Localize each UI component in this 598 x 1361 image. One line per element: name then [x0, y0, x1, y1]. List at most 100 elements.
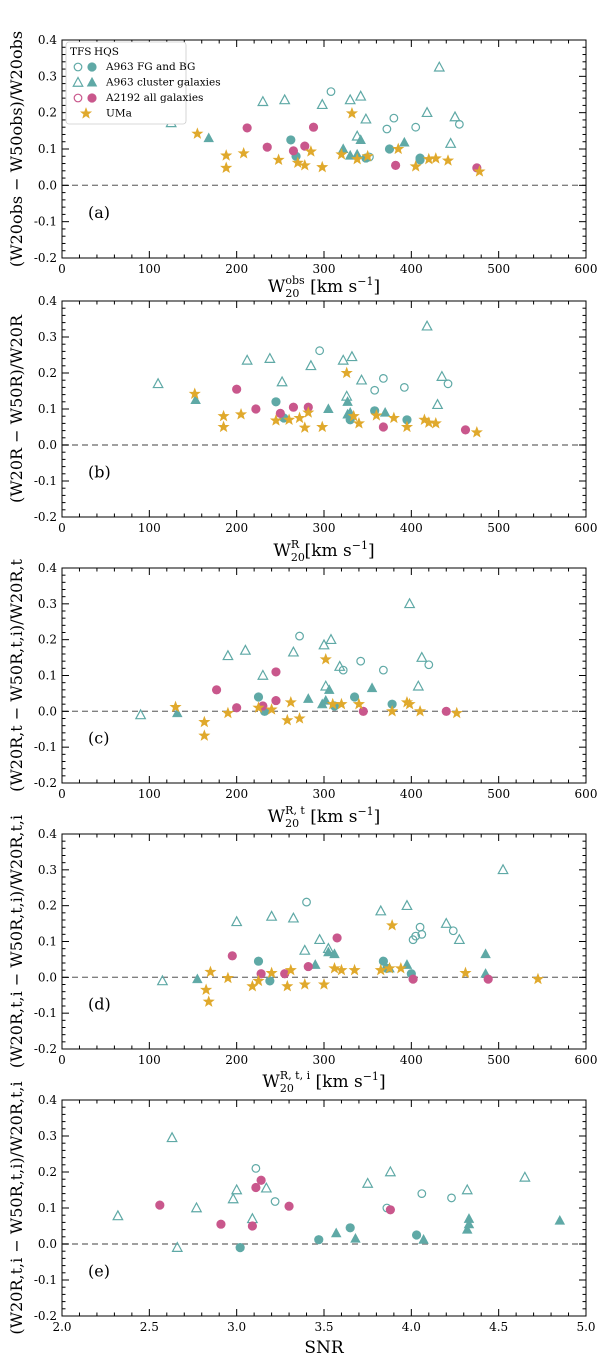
data-point-tfs	[421, 106, 433, 118]
data-point-hqs	[335, 148, 348, 160]
series-uma	[191, 107, 486, 177]
data-point-hqs	[316, 420, 329, 433]
y-tick-label: -0.1	[34, 740, 57, 754]
data-point-tfs	[227, 1192, 239, 1204]
data-point-tfs	[313, 933, 326, 945]
data-point-hqs	[220, 161, 233, 174]
data-point-hqs	[340, 366, 353, 379]
y-tick-label: 0.3	[38, 863, 57, 877]
data-point-tfs	[417, 929, 427, 939]
data-point-hqs	[463, 1218, 475, 1229]
data-point-tfs	[411, 122, 421, 132]
data-point-hqs	[386, 919, 399, 931]
panel-d: 0 100 200 300 400 500 600 -0.2 -0.1 0.0 0.1 0.2 0.3 0…	[7, 815, 597, 1095]
data-point-hqs	[385, 1205, 395, 1215]
y-axis-label: (W20R − W50R)/W20R	[7, 314, 26, 503]
data-point-tfs	[375, 904, 387, 916]
data-point-tfs	[421, 319, 433, 331]
data-point-tfs	[287, 645, 300, 657]
data-point-hqs	[237, 147, 250, 159]
data-point-hqs	[269, 414, 283, 426]
y-tick-label: 0.4	[38, 33, 57, 47]
data-point-hqs	[265, 976, 275, 986]
data-point-hqs	[411, 1230, 422, 1240]
legend-marker-hqs	[87, 62, 97, 72]
data-point-hqs	[383, 962, 396, 974]
data-point-hqs	[191, 127, 204, 139]
data-point-tfs	[415, 922, 425, 932]
panel-label: (b)	[88, 462, 111, 481]
data-point-hqs	[271, 667, 281, 677]
legend-entry-label: A963 cluster galaxies	[105, 77, 221, 89]
data-point-hqs	[284, 696, 297, 708]
y-tick-label: 0.3	[38, 1129, 57, 1143]
data-point-hqs	[441, 706, 451, 716]
panel-label: (c)	[88, 729, 109, 748]
legend-marker-hqs	[79, 107, 93, 119]
data-point-hqs	[300, 141, 310, 151]
data-point-hqs	[461, 1223, 473, 1234]
y-tick-label: 0.3	[38, 330, 57, 344]
data-point-tfs	[399, 383, 409, 392]
y-tick-label: 0.2	[38, 633, 57, 647]
data-point-hqs	[198, 715, 211, 728]
data-point-hqs	[293, 411, 306, 424]
x-tick-label: 300	[313, 262, 336, 276]
data-point-tfs	[354, 90, 367, 101]
data-point-tfs	[412, 679, 425, 691]
y-tick-label: -0.1	[34, 215, 57, 229]
panel-e: 2.0 2.5 3.0 3.5 4.0 4.5 5.0 -0.2 -0.1 0.0 0.1 0.2 0.…	[7, 1081, 596, 1358]
x-tick-label: 300	[313, 787, 336, 801]
panel-label: (d)	[88, 995, 111, 1014]
data-point-hqs	[283, 413, 296, 425]
x-tick-label: 3.5	[314, 1320, 333, 1334]
data-point-hqs	[308, 122, 319, 132]
series-a2192-all-galaxies	[232, 384, 471, 435]
data-point-hqs	[227, 951, 237, 961]
data-point-tfs	[112, 1209, 124, 1221]
data-point-tfs	[337, 354, 349, 365]
legend-marker-hqs	[87, 93, 97, 103]
data-point-hqs	[392, 142, 405, 155]
data-point-tfs	[270, 1197, 280, 1206]
data-point-hqs	[391, 160, 401, 170]
data-point-hqs	[310, 959, 321, 969]
data-point-hqs	[403, 697, 416, 710]
data-point-hqs	[234, 408, 248, 420]
data-point-hqs	[221, 971, 234, 984]
y-axis-label: (W20obs − W50obs)/W20obs	[7, 31, 26, 267]
data-point-hqs	[172, 707, 183, 718]
y-tick-label: -0.2	[34, 1042, 57, 1056]
data-point-hqs	[275, 408, 285, 418]
data-point-tfs	[319, 679, 332, 691]
data-point-hqs	[459, 966, 472, 979]
data-point-hqs	[253, 692, 264, 702]
data-point-hqs	[531, 972, 545, 985]
x-tick-label: 3.0	[227, 1320, 246, 1334]
data-point-hqs	[418, 1234, 429, 1244]
data-point-tfs	[251, 1163, 261, 1173]
data-point-hqs	[387, 411, 400, 424]
x-tick-label: 300	[313, 1053, 336, 1067]
data-point-hqs	[251, 1182, 261, 1193]
series-uma	[188, 366, 483, 438]
x-tick-label: 5.0	[576, 1320, 595, 1334]
x-tick-label: 400	[400, 1053, 423, 1067]
x-tick-label: 4.0	[402, 1320, 421, 1334]
data-point-tfs	[264, 352, 276, 363]
data-point-tfs	[241, 354, 253, 365]
x-tick-label: 500	[487, 787, 510, 801]
y-tick-label: 0.1	[38, 142, 57, 156]
data-point-tfs	[436, 370, 448, 381]
data-point-hqs	[554, 1214, 566, 1225]
y-tick-label: 0.0	[38, 970, 57, 984]
data-point-tfs	[431, 398, 444, 410]
data-point-hqs	[271, 397, 281, 407]
data-point-hqs	[265, 703, 278, 715]
data-point-hqs	[317, 978, 331, 990]
data-point-hqs	[251, 404, 261, 414]
data-point-hqs	[216, 1219, 226, 1229]
data-point-hqs	[335, 697, 348, 710]
data-point-hqs	[323, 684, 335, 694]
data-point-hqs	[271, 695, 281, 706]
